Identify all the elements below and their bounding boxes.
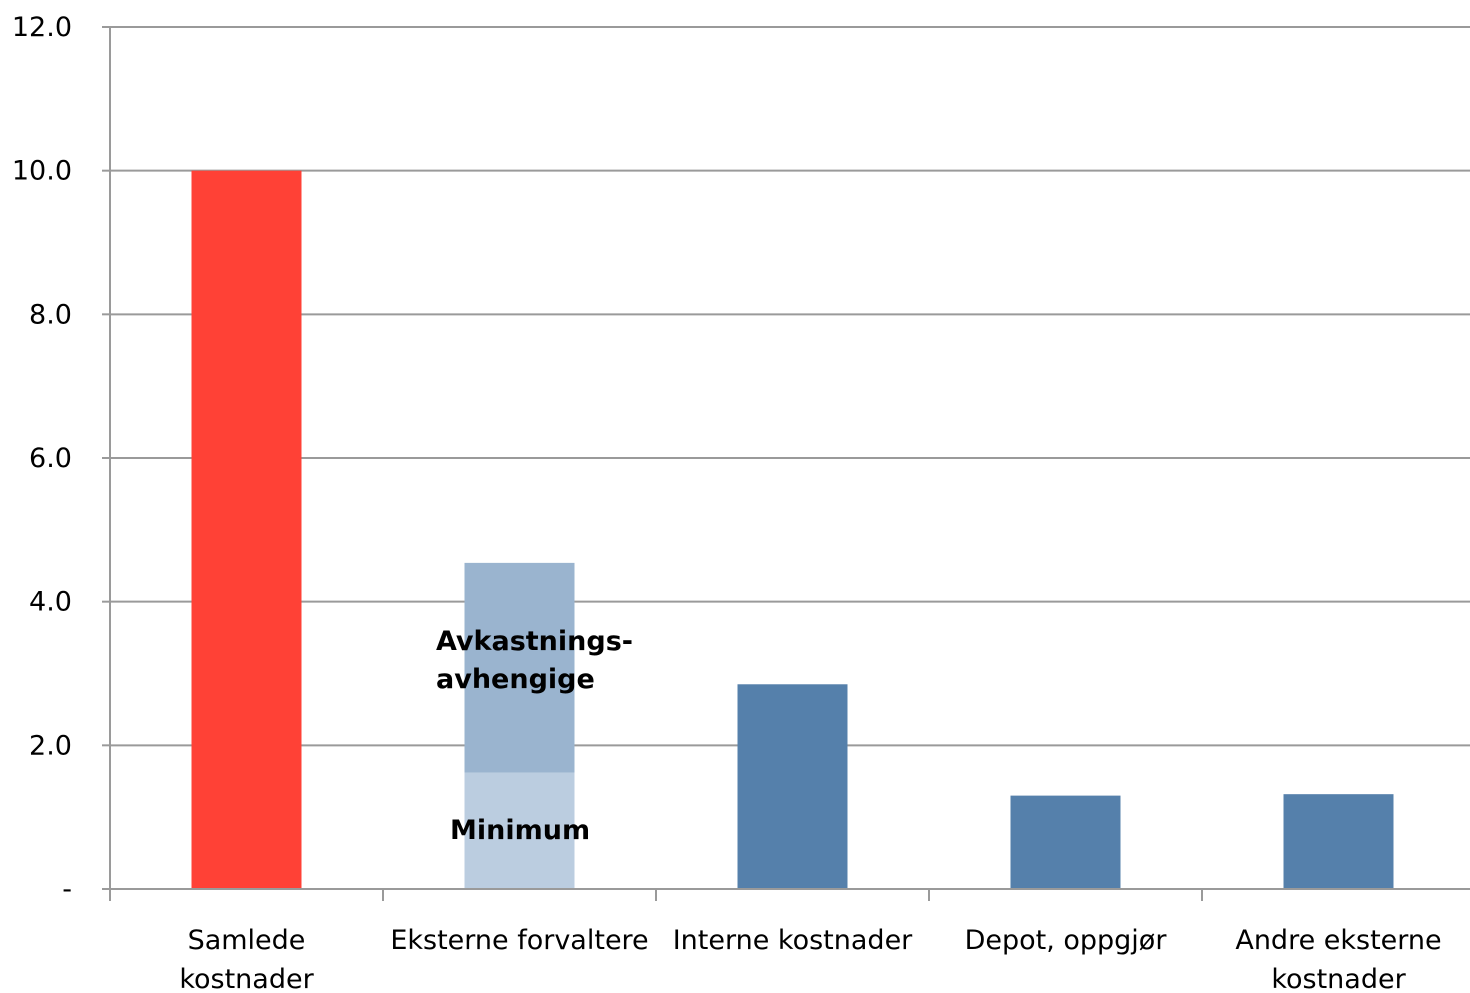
bar-series0-cat3 [1010, 795, 1121, 889]
bars [191, 170, 1394, 889]
y-tick-label-5: 10.0 [12, 156, 72, 187]
x-category-label-4-1: kostnader [1271, 964, 1406, 993]
segment-label-1-0: Avkastnings- [436, 626, 633, 657]
bar-series0-cat0 [191, 170, 302, 889]
bar-series0-cat4 [1283, 794, 1394, 889]
gridlines [110, 26, 1470, 747]
y-tick-label-0: - [62, 874, 72, 905]
bar-series2-cat1 [464, 562, 575, 773]
y-tick-label-2: 4.0 [29, 587, 72, 618]
x-category-label-2-0: Interne kostnader [673, 925, 913, 956]
y-tick-label-6: 12.0 [12, 12, 72, 43]
segment-label-1-1: avhengige [436, 664, 595, 695]
x-category-label-1-0: Eksterne forvaltere [390, 925, 648, 956]
bar-series0-cat2 [737, 684, 848, 889]
x-category-label-0-0: Samlede [188, 925, 306, 956]
y-tick-label-1: 2.0 [29, 730, 72, 761]
axes [102, 26, 1470, 901]
segment-label-0-0: Minimum [450, 815, 590, 846]
labels: - 2.0 4.0 6.0 8.0 10.0 12.0 Samlede kostnader Eks… [12, 12, 1442, 993]
x-category-label-0-1: kostnader [179, 964, 314, 993]
x-category-label-3-0: Depot, oppgjør [965, 925, 1168, 956]
bar-series1-cat1 [464, 772, 575, 889]
x-category-label-4-0: Andre eksterne [1235, 925, 1441, 956]
y-tick-label-3: 6.0 [29, 443, 72, 474]
y-tick-label-4: 8.0 [29, 299, 72, 330]
